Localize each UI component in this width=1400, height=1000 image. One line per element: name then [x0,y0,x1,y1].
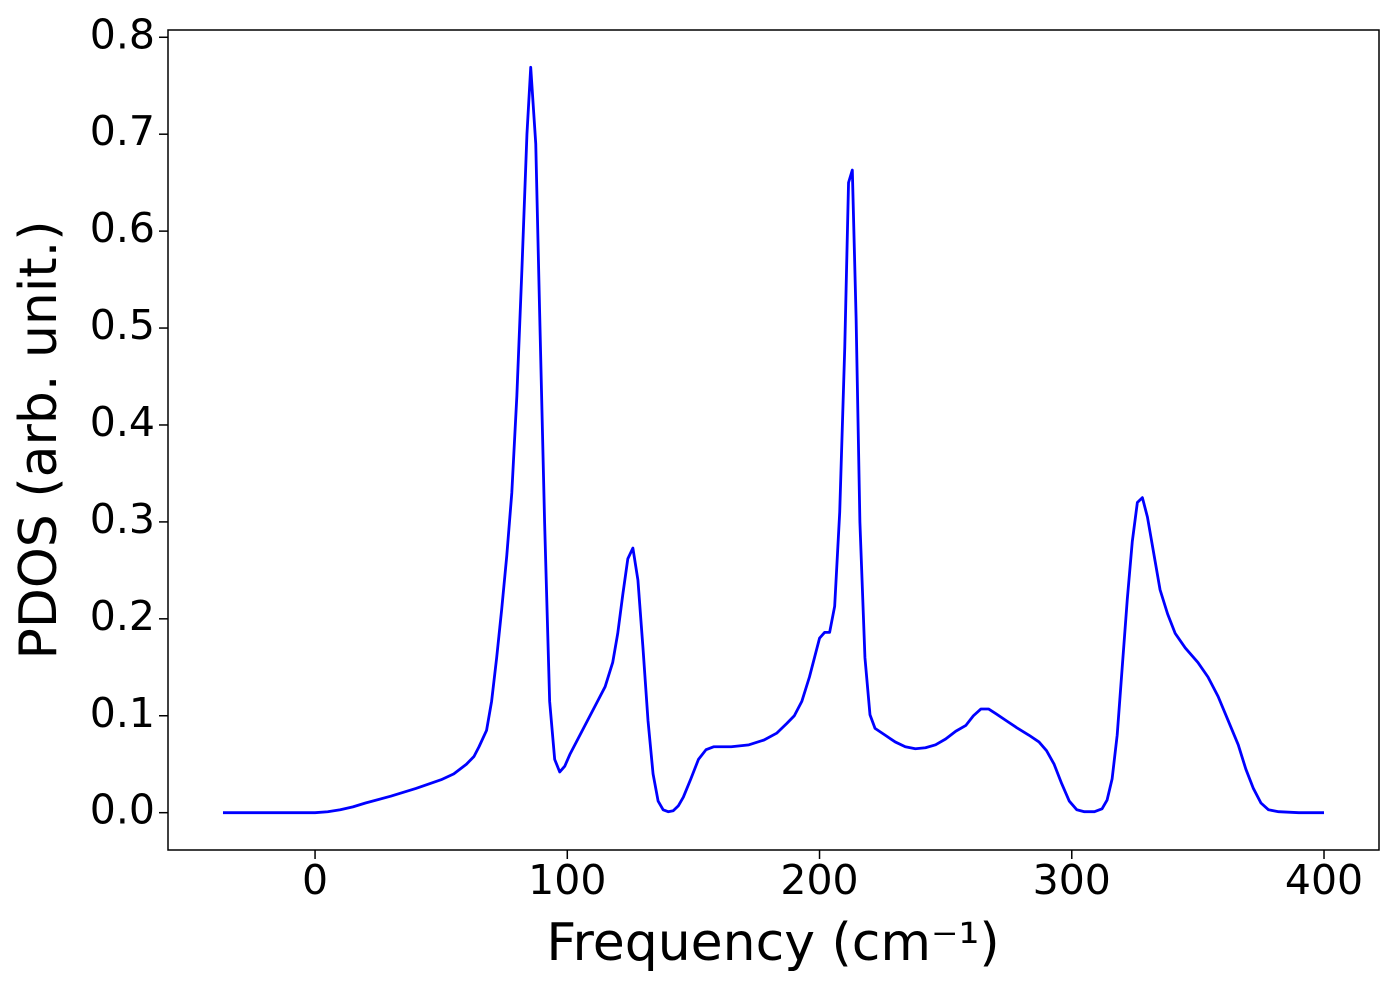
plot-frame [167,29,1380,851]
data-line [222,65,1325,815]
y-tick-label: 0.8 [90,10,155,58]
x-tick-label: 0 [302,856,328,904]
y-tick-label: 0.4 [90,398,155,446]
x-tick-label: 300 [1033,856,1111,904]
y-tick-label: 0.1 [90,689,155,737]
y-axis-label: PDOS (arb. unit.) [9,220,69,659]
y-tick-label: 0.3 [90,495,155,543]
y-tick-label: 0.6 [90,204,155,252]
x-tick-label: 100 [528,856,606,904]
y-tick-label: 0.2 [90,592,155,640]
x-tick-label: 400 [1285,856,1363,904]
y-tick-label: 0.5 [90,301,155,349]
y-tick-label: 0.0 [90,786,155,834]
x-tick-label: 200 [780,856,858,904]
x-axis-label: Frequency (cm⁻¹) [546,913,999,973]
y-tick-label: 0.7 [90,107,155,155]
